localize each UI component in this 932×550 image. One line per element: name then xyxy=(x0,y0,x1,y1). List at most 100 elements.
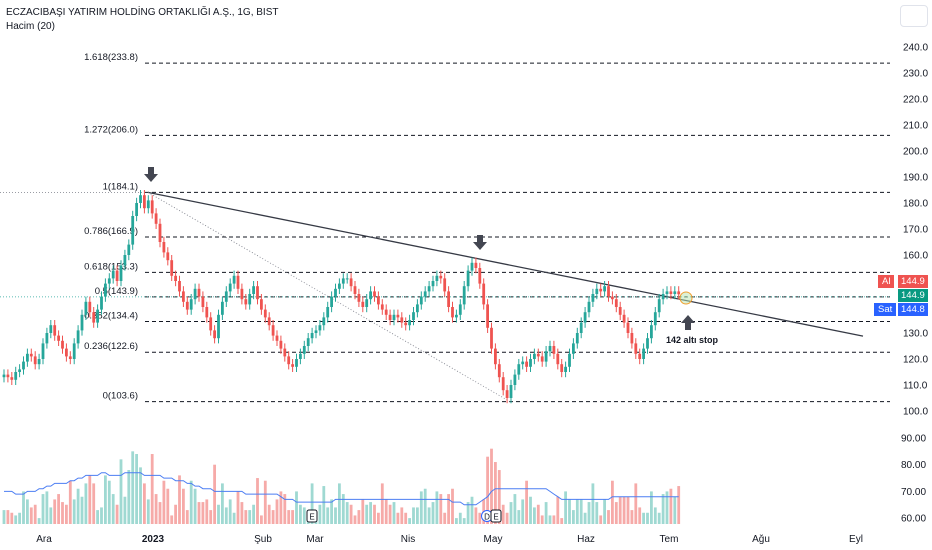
candle-body xyxy=(673,291,677,294)
volume-bar xyxy=(299,504,302,524)
last-price-value: 144.9 xyxy=(898,289,928,302)
candle xyxy=(267,312,271,331)
volume-bar xyxy=(189,480,193,524)
candle-body xyxy=(396,314,400,318)
candle xyxy=(447,286,450,313)
volume-bar xyxy=(353,515,357,524)
candle-body xyxy=(213,330,216,339)
volume-indicator-label[interactable]: Hacim (20) xyxy=(6,21,55,32)
stop-annotation: 142 altı stop xyxy=(666,335,719,345)
candle xyxy=(455,309,458,323)
candle-body xyxy=(302,346,306,354)
volume-bar xyxy=(10,512,14,524)
volume-bar xyxy=(416,507,419,524)
volume-bar xyxy=(591,483,595,524)
volume-bar xyxy=(665,491,669,524)
candle-body xyxy=(49,325,53,333)
chart-settings-button[interactable] xyxy=(900,5,928,27)
candle-body xyxy=(37,359,41,365)
volume-bar xyxy=(447,494,450,524)
volume-bar xyxy=(330,499,333,524)
volume-ma-line xyxy=(4,472,679,506)
time-axis-label: Mar xyxy=(306,534,324,545)
fib-level-label: 1.272(206.0) xyxy=(84,124,138,135)
candle xyxy=(552,340,556,359)
volume-bar xyxy=(540,515,544,524)
volume-bar xyxy=(221,483,224,524)
candle-body xyxy=(357,294,361,302)
volume-bar xyxy=(634,483,638,524)
candle-body xyxy=(33,356,37,365)
volume-bar xyxy=(556,496,560,524)
volume-bar xyxy=(579,499,583,524)
volume-bar xyxy=(291,510,294,524)
candle-body xyxy=(57,335,60,341)
time-axis-label: Ağu xyxy=(752,534,770,545)
volume-bar xyxy=(497,470,501,524)
candle xyxy=(166,247,170,266)
candle xyxy=(380,299,384,315)
volume-bar xyxy=(166,488,170,524)
volume-bar xyxy=(154,494,158,524)
volume-bar xyxy=(587,502,591,524)
volume-bar xyxy=(341,494,345,524)
candle-body xyxy=(224,291,228,302)
candle xyxy=(470,257,474,276)
candle xyxy=(443,273,447,297)
candle xyxy=(100,291,103,315)
fib-anchor-line xyxy=(147,191,511,402)
volume-bar xyxy=(162,480,166,524)
candle-body xyxy=(618,307,622,315)
price-axis-tick: 200.0 xyxy=(903,147,928,158)
candle xyxy=(205,301,209,323)
volume-bar xyxy=(283,494,287,524)
fib-level-label: 0.786(166.9) xyxy=(84,226,138,237)
volume-bar xyxy=(583,512,587,524)
candle-body xyxy=(275,335,279,341)
volume-bar xyxy=(369,502,372,524)
volume-bar xyxy=(552,515,556,524)
candle-body xyxy=(248,294,252,305)
candle xyxy=(427,281,431,297)
buy-price-label: Al xyxy=(878,275,895,288)
volume-bar xyxy=(65,504,68,524)
candle xyxy=(607,281,610,302)
price-axis-tick: 230.0 xyxy=(903,69,928,80)
candle-body xyxy=(404,322,408,326)
candle xyxy=(57,330,60,346)
volume-bar xyxy=(271,510,275,524)
candle xyxy=(653,307,657,331)
candle xyxy=(252,281,255,300)
candle xyxy=(146,195,150,214)
candle xyxy=(131,210,135,250)
candle-body xyxy=(653,312,657,326)
candle-body xyxy=(494,348,497,365)
candle xyxy=(556,348,560,370)
volume-bar xyxy=(603,499,606,524)
candle xyxy=(61,335,64,354)
volume-bar xyxy=(100,507,103,524)
volume-bar xyxy=(84,483,88,524)
candle xyxy=(162,236,166,258)
candle-body xyxy=(178,281,181,292)
candle xyxy=(10,372,14,385)
volume-bar xyxy=(104,475,107,524)
candle-body xyxy=(201,296,205,307)
price-axis-tick: 160.0 xyxy=(903,251,928,262)
candle xyxy=(240,283,244,305)
candle xyxy=(306,333,310,352)
candle xyxy=(150,195,154,219)
volume-bar xyxy=(217,504,220,524)
volume-bar xyxy=(638,507,642,524)
candle-body xyxy=(392,314,396,320)
candle-body xyxy=(646,338,649,349)
candle-body xyxy=(279,340,283,349)
candle-body xyxy=(591,294,595,302)
volume-bar xyxy=(41,494,45,524)
volume-bar xyxy=(260,515,263,524)
candle-body xyxy=(501,377,505,391)
candle xyxy=(213,325,216,344)
volume-bar xyxy=(443,512,447,524)
candle xyxy=(318,320,322,336)
